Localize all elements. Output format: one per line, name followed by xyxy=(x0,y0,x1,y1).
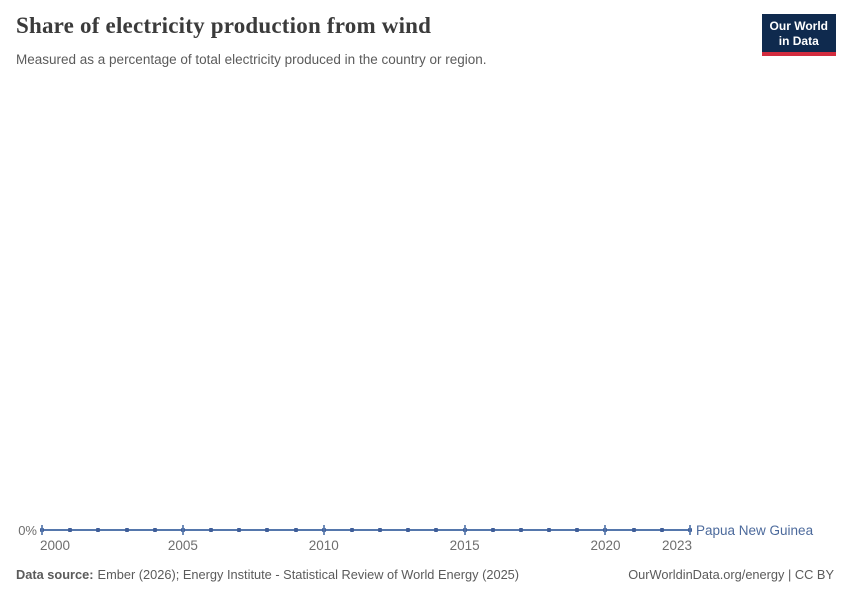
data-point-2019[interactable] xyxy=(575,528,580,532)
x-tick-label: 2023 xyxy=(661,538,692,553)
chart-footer: Data source: Ember (2026); Energy Institu… xyxy=(16,567,834,582)
y-axis-zero-label: 0% xyxy=(18,523,37,538)
x-tick-label: 2010 xyxy=(308,538,339,553)
owid-url-license-link[interactable]: OurWorldinData.org/energy | CC BY xyxy=(628,567,834,582)
data-point-2004[interactable] xyxy=(152,528,157,532)
x-tick-label: 2015 xyxy=(449,538,480,553)
x-tick-label: 2005 xyxy=(167,538,198,553)
x-axis-tick xyxy=(463,525,466,535)
x-axis-tick xyxy=(689,525,691,535)
data-point-2013[interactable] xyxy=(406,528,411,532)
data-point-2009[interactable] xyxy=(293,528,298,532)
data-point-2012[interactable] xyxy=(378,528,383,532)
data-source-note: Data source: Ember (2026); Energy Institu… xyxy=(16,567,519,582)
data-point-2011[interactable] xyxy=(349,528,354,532)
series-label[interactable]: Papua New Guinea xyxy=(696,523,814,538)
x-axis-tick xyxy=(41,525,43,535)
owid-logo[interactable]: Our World in Data xyxy=(761,14,836,56)
data-source-text: Ember (2026); Energy Institute - Statist… xyxy=(97,567,520,582)
series-line xyxy=(42,529,690,531)
owid-logo-line1: Our World xyxy=(769,19,828,33)
x-tick-label: 2000 xyxy=(40,538,71,553)
page-title: Share of electricity production from win… xyxy=(16,13,432,38)
data-point-2014[interactable] xyxy=(434,528,439,532)
data-point-2022[interactable] xyxy=(659,528,664,532)
x-axis-tick xyxy=(604,525,607,535)
data-point-2006[interactable] xyxy=(209,528,214,532)
data-point-2008[interactable] xyxy=(265,528,270,532)
owid-logo-line2: in Data xyxy=(778,34,819,48)
data-point-2007[interactable] xyxy=(237,528,242,532)
data-point-2003[interactable] xyxy=(124,528,129,532)
data-point-2016[interactable] xyxy=(490,528,495,532)
x-tick-label: 2020 xyxy=(590,538,621,553)
data-source-label: Data source: xyxy=(16,567,94,582)
data-point-2018[interactable] xyxy=(547,528,552,532)
data-point-2017[interactable] xyxy=(518,528,523,532)
data-point-2021[interactable] xyxy=(631,528,636,532)
data-point-2002[interactable] xyxy=(96,528,101,532)
chart-subtitle: Measured as a percentage of total electr… xyxy=(16,52,487,67)
x-axis-tick xyxy=(181,525,184,535)
data-point-2001[interactable] xyxy=(68,528,73,532)
x-axis-tick xyxy=(322,525,325,535)
